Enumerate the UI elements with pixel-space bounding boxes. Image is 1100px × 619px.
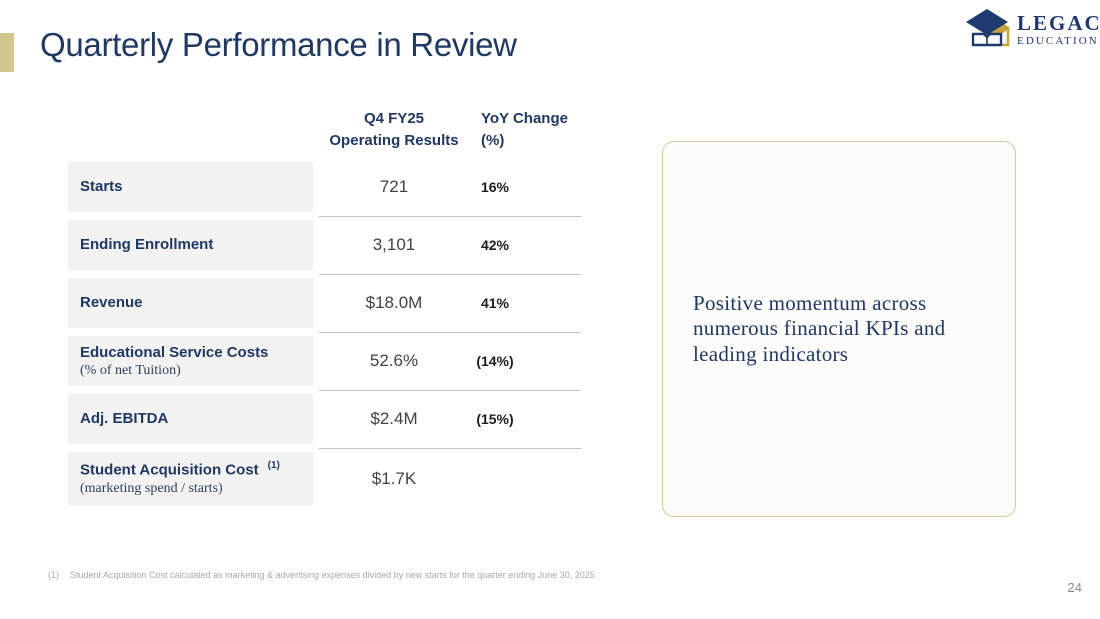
row-yoy-change: 41% [480,295,510,311]
row-label: Educational Service Costs [80,343,269,361]
row-footnote-marker: (1) [267,460,280,472]
table-row: Starts 721 16% [68,162,581,217]
row-yoy-change: 16% [480,179,510,195]
row-label-cell: Educational Service Costs (% of net Tuit… [68,336,313,386]
row-label: Revenue [80,294,143,311]
row-value: $1.7K [371,468,417,488]
column-header-operating-results: Q4 FY25 Operating Results [319,108,469,152]
row-label-cell: Student Acquisition Cost (1) (marketing s… [68,452,313,505]
graduation-cap-icon [966,9,1010,47]
row-sublabel: (% of net Tuition) [80,362,181,378]
row-label-cell: Revenue [68,278,313,328]
table-row: Student Acquisition Cost (1) (marketing s… [68,452,581,505]
page-number: 24 [1067,580,1082,595]
row-value: $2.4M [370,409,418,428]
column-header-line1: YoY Change [481,110,568,127]
row-yoy-change: (14%) [476,353,514,369]
row-yoy-change: (15%) [476,411,514,427]
title-accent-bar [0,33,14,72]
row-label: Ending Enrollment [80,236,214,253]
column-header-line2: (%) [481,132,505,149]
row-value: $18.0M [365,293,423,312]
footnote: (1) Student Acquisition Cost calculated a… [48,570,595,580]
column-header-line1: Q4 FY25 [363,110,425,127]
metrics-table: Q4 FY25 Operating Results YoY Change (%)… [68,103,581,513]
table-row: Educational Service Costs (% of net Tuit… [68,336,581,391]
row-value: 721 [379,177,409,196]
column-header-yoy-change: YoY Change (%) [481,108,611,152]
row-sublabel: (marketing spend / starts) [80,480,223,496]
row-value: 52.6% [369,351,419,370]
logo-line1: LEGACY [1017,10,1100,35]
row-value: 3,101 [372,235,416,254]
table-row: Adj. EBITDA $2.4M (15%) [68,394,581,449]
callout-text: Positive momentum across numerous financ… [693,291,946,366]
row-label: Student Acquisition Cost [80,461,259,479]
company-logo: LEGACY EDUCATION [966,9,1100,50]
table-row: Ending Enrollment 3,101 42% [68,220,581,275]
page-title: Quarterly Performance in Review [40,26,517,63]
row-label-cell: Starts [68,162,313,212]
logo-line2: EDUCATION [1017,34,1099,47]
row-yoy-change [435,452,555,505]
row-label: Starts [80,178,123,195]
row-label-cell: Ending Enrollment [68,220,313,270]
row-label: Adj. EBITDA [80,410,169,427]
logo-wordmark: LEGACY EDUCATION [1017,10,1100,47]
row-label-cell: Adj. EBITDA [68,394,313,444]
column-header-line2: Operating Results [329,132,459,149]
row-yoy-change: 42% [480,237,510,253]
callout-box: Positive momentum across numerous financ… [662,141,1016,517]
footnote-marker: (1) [48,570,59,580]
table-row: Revenue $18.0M 41% [68,278,581,333]
footnote-text: Student Acquisition Cost calculated as m… [70,570,595,580]
